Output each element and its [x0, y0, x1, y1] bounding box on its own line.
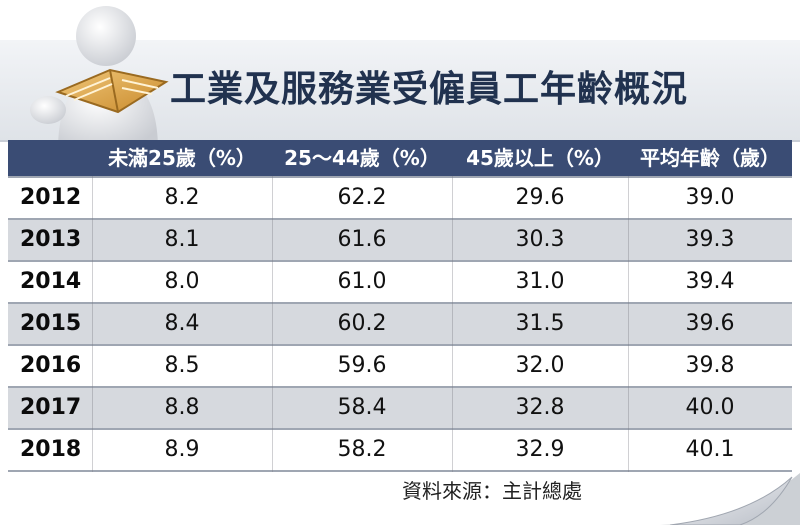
over45-cell: 32.0 — [515, 353, 565, 378]
under25-cell: 8.1 — [164, 227, 200, 252]
age-table: 未滿25歲（%） 25～44歲（%） 45歲以上（%） 平均年齡（歲） 2012… — [8, 140, 792, 472]
column-divider — [452, 176, 453, 472]
year-cell: 2017 — [20, 395, 82, 420]
over45-cell: 32.9 — [515, 437, 565, 462]
avg-age-cell: 39.4 — [685, 269, 735, 294]
year-cell: 2015 — [20, 311, 82, 336]
under25-cell: 8.9 — [164, 437, 200, 462]
over45-cell: 32.8 — [515, 395, 565, 420]
column-divider — [272, 176, 273, 472]
age25-44-cell: 62.2 — [337, 185, 387, 210]
column-divider — [628, 176, 629, 472]
year-cell: 2018 — [20, 437, 82, 462]
reading-figure-icon — [30, 6, 169, 150]
header-under25: 未滿25歲（%） — [108, 146, 256, 170]
page-curl-icon — [660, 473, 800, 525]
age25-44-cell: 61.0 — [337, 269, 387, 294]
year-cell: 2016 — [20, 353, 82, 378]
under25-cell: 8.2 — [164, 185, 200, 210]
source-note: 資料來源：主計總處 — [402, 479, 582, 503]
header-25-44: 25～44歲（%） — [284, 146, 440, 170]
avg-age-cell: 39.6 — [685, 311, 735, 336]
age25-44-cell: 58.2 — [337, 437, 387, 462]
year-cell: 2014 — [20, 269, 82, 294]
year-cell: 2012 — [20, 185, 82, 210]
year-cell: 2013 — [20, 227, 82, 252]
table-row: 2014 8.0 61.0 31.0 39.4 — [8, 260, 792, 302]
age25-44-cell: 61.6 — [337, 227, 387, 252]
over45-cell: 31.0 — [515, 269, 565, 294]
table-header: 未滿25歲（%） 25～44歲（%） 45歲以上（%） 平均年齡（歲） — [8, 140, 792, 176]
column-divider — [92, 176, 93, 472]
age25-44-cell: 59.6 — [337, 353, 387, 378]
avg-age-cell: 39.3 — [685, 227, 735, 252]
page-title: 工業及服務業受僱員工年齡概況 — [170, 69, 689, 110]
age25-44-cell: 58.4 — [337, 395, 387, 420]
avg-age-cell: 39.8 — [685, 353, 735, 378]
header-avg-age: 平均年齡（歲） — [640, 146, 780, 170]
avg-age-cell: 39.0 — [685, 185, 735, 210]
avg-age-cell: 40.0 — [685, 395, 735, 420]
under25-cell: 8.4 — [164, 311, 200, 336]
under25-cell: 8.5 — [164, 353, 200, 378]
table-row: 2018 8.9 58.2 32.9 40.1 — [8, 428, 792, 472]
age25-44-cell: 60.2 — [337, 311, 387, 336]
table-row: 2015 8.4 60.2 31.5 39.6 — [8, 302, 792, 344]
over45-cell: 31.5 — [515, 311, 565, 336]
table-row: 2013 8.1 61.6 30.3 39.3 — [8, 218, 792, 260]
table-row: 2016 8.5 59.6 32.0 39.8 — [8, 344, 792, 386]
under25-cell: 8.0 — [164, 269, 200, 294]
over45-cell: 29.6 — [515, 185, 565, 210]
under25-cell: 8.8 — [164, 395, 200, 420]
header-over45: 45歲以上（%） — [466, 146, 614, 170]
table-row: 2017 8.8 58.4 32.8 40.0 — [8, 386, 792, 428]
table-row: 2012 8.2 62.2 29.6 39.0 — [8, 176, 792, 218]
over45-cell: 30.3 — [515, 227, 565, 252]
avg-age-cell: 40.1 — [685, 437, 735, 462]
